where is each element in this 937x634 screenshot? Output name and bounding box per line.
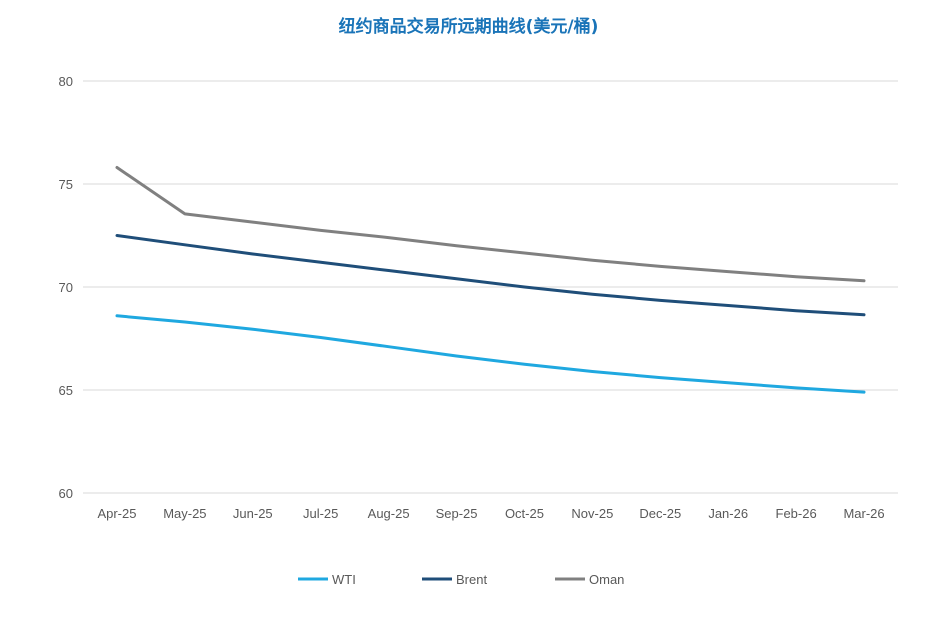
x-tick-label: Jan-26 <box>708 506 748 521</box>
series-line-brent <box>115 234 866 317</box>
x-tick-label: Jul-25 <box>303 506 338 521</box>
gridlines <box>83 80 898 494</box>
x-tick-label: Sep-25 <box>436 506 478 521</box>
y-tick-label: 70 <box>59 280 73 295</box>
x-tick-label: Feb-26 <box>776 506 817 521</box>
x-tick-label: May-25 <box>163 506 206 521</box>
x-tick-label: Oct-25 <box>505 506 544 521</box>
y-tick-label: 60 <box>59 486 73 501</box>
y-axis-ticks: 60 65 70 75 80 <box>59 74 73 501</box>
chart-title: 纽约商品交易所远期曲线(美元/桶) <box>338 17 599 37</box>
legend-item-brent: Brent <box>422 572 487 587</box>
legend-item-oman: Oman <box>555 572 624 587</box>
x-tick-label: Nov-25 <box>571 506 613 521</box>
legend-label: Oman <box>589 572 624 587</box>
legend: WTI Brent Oman <box>298 572 624 587</box>
series-line-oman <box>115 166 866 283</box>
series-line-wti <box>115 314 866 394</box>
x-tick-label: Aug-25 <box>368 506 410 521</box>
x-tick-label: Mar-26 <box>843 506 884 521</box>
x-tick-label: Jun-25 <box>233 506 273 521</box>
y-tick-label: 80 <box>59 74 73 89</box>
y-tick-label: 65 <box>59 383 73 398</box>
x-axis-ticks: Apr-25 May-25 Jun-25 Jul-25 Aug-25 Sep-25 Oct-… <box>97 506 884 521</box>
x-tick-label: Apr-25 <box>97 506 136 521</box>
x-tick-label: Dec-25 <box>639 506 681 521</box>
series-lines <box>115 166 866 394</box>
legend-label: Brent <box>456 572 487 587</box>
legend-item-wti: WTI <box>298 572 356 587</box>
y-tick-label: 75 <box>59 177 73 192</box>
legend-label: WTI <box>332 572 356 587</box>
